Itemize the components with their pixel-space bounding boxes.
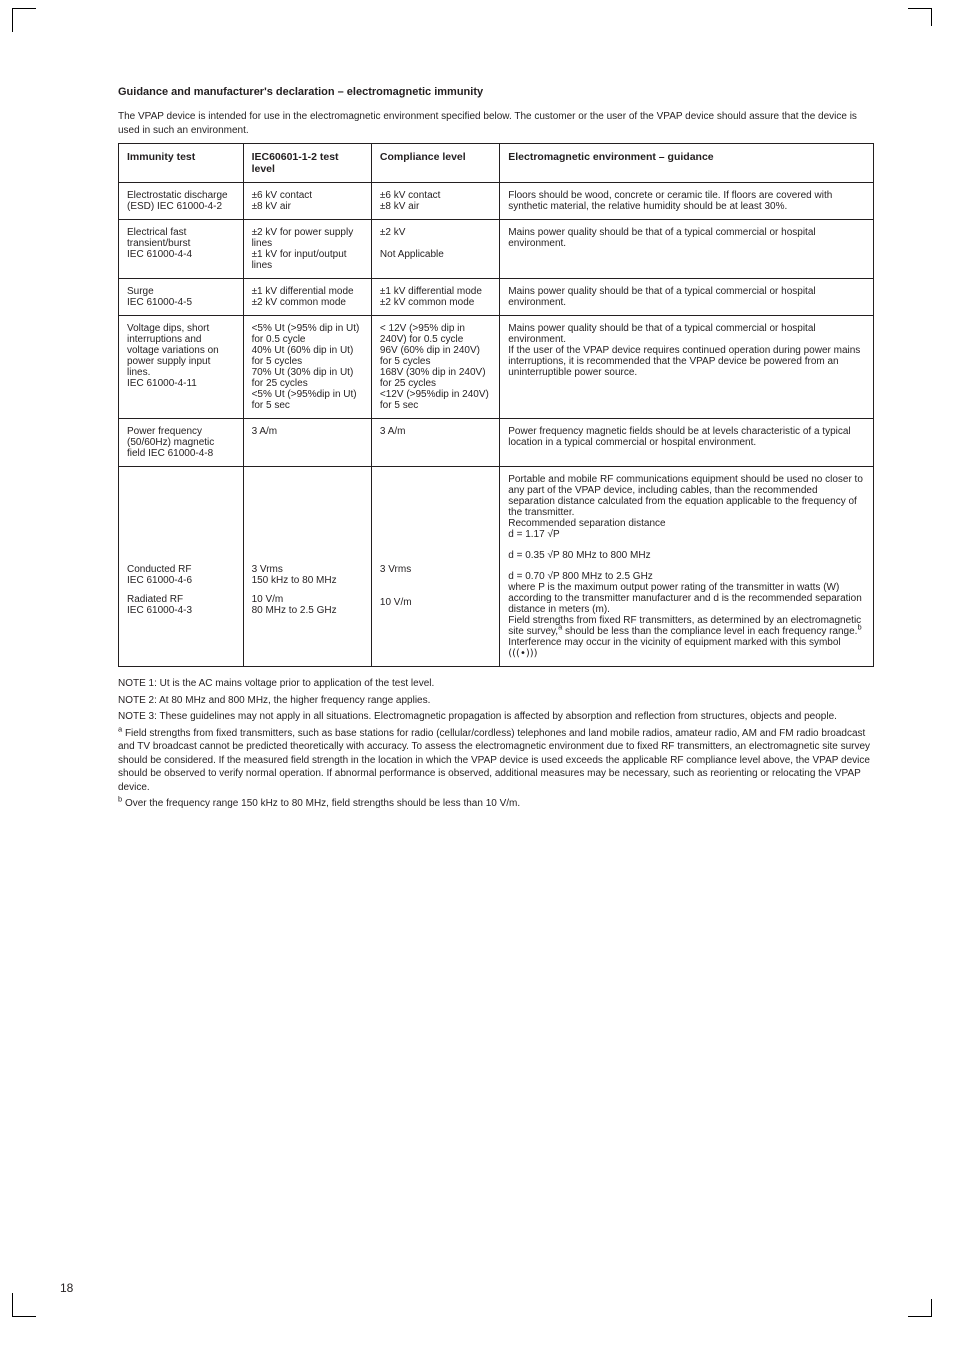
cell-test: Surge IEC 61000-4-5 [119,279,244,316]
note-3: NOTE 3: These guidelines may not apply i… [118,710,874,724]
table-row: Electrostatic discharge (ESD) IEC 61000-… [119,183,874,220]
crop-mark-bl [12,1293,36,1317]
crop-mark-br [908,1299,932,1317]
th-compliance: Compliance level [371,144,499,183]
conducted-rf-label: Conducted RF IEC 61000-4-6 [127,564,235,586]
rf-bot-text2: should be less than the compliance level… [562,626,857,637]
rf-guidance-top: Portable and mobile RF communications eq… [508,474,865,540]
crop-mark-tr [908,8,932,26]
cell-compliance: < 12V (>95% dip in 240V) for 0.5 cycle 9… [371,316,499,419]
radiated-rf-label: Radiated RF IEC 61000-4-3 [127,594,235,616]
cell-level: 3 A/m [243,419,371,467]
cell-guidance: Mains power quality should be that of a … [500,316,874,419]
footnote-b: b Over the frequency range 150 kHz to 80… [118,797,874,811]
radiated-rf-compliance: 10 V/m [380,597,491,608]
cell-test: Power frequency (50/60Hz) magnetic field… [119,419,244,467]
cell-compliance: ±6 kV contact ±8 kV air [371,183,499,220]
rf-guidance-mid: d = 0.35 √P 80 MHz to 800 MHz [508,550,865,561]
th-environment: Electromagnetic environment – guidance [500,144,874,183]
cell-guidance: Floors should be wood, concrete or ceram… [500,183,874,220]
cell-compliance: ±1 kV differential mode ±2 kV common mod… [371,279,499,316]
th-test-level: IEC60601-1-2 test level [243,144,371,183]
cell-level: 3 Vrms 150 kHz to 80 MHz 10 V/m 80 MHz t… [243,467,371,667]
radiated-rf-level: 10 V/m 80 MHz to 2.5 GHz [252,594,363,616]
footnotes: NOTE 1: Ut is the AC mains voltage prior… [118,677,874,811]
th-immunity-test: Immunity test [119,144,244,183]
cell-compliance: 3 A/m [371,419,499,467]
cell-test: Electrical fast transient/burst IEC 6100… [119,220,244,279]
cell-guidance: Portable and mobile RF communications eq… [500,467,874,667]
table-row: Surge IEC 61000-4-5 ±1 kV differential m… [119,279,874,316]
conducted-rf-level: 3 Vrms 150 kHz to 80 MHz [252,564,363,586]
cell-compliance: 3 Vrms 10 V/m [371,467,499,667]
immunity-table: Immunity test IEC60601-1-2 test level Co… [118,143,874,667]
rf-bot-text3: Interference may occur in the vicinity o… [508,637,840,648]
cell-guidance: Mains power quality should be that of a … [500,279,874,316]
conducted-rf-compliance: 3 Vrms [380,564,491,575]
footnote-a-text: Field strengths from fixed transmitters,… [118,728,870,793]
cell-guidance: Mains power quality should be that of a … [500,220,874,279]
footnote-a: a Field strengths from fixed transmitter… [118,727,874,795]
rf-guidance-bottom: d = 0.70 √P 800 MHz to 2.5 GHz where P i… [508,571,865,659]
cell-guidance: Power frequency magnetic fields should b… [500,419,874,467]
table-row: Electrical fast transient/burst IEC 6100… [119,220,874,279]
table-row: Power frequency (50/60Hz) magnetic field… [119,419,874,467]
cell-test: Electrostatic discharge (ESD) IEC 61000-… [119,183,244,220]
table-header-row: Immunity test IEC60601-1-2 test level Co… [119,144,874,183]
intro-text: The VPAP device is intended for use in t… [118,110,874,137]
rf-interference-icon: (((•))) [508,648,537,659]
crop-mark-tl [12,8,36,32]
page-content: Guidance and manufacturer's declaration … [0,0,954,844]
cell-compliance: ±2 kV Not Applicable [371,220,499,279]
cell-test: Voltage dips, short interruptions and vo… [119,316,244,419]
sup-b: b [857,623,861,632]
cell-level: ±6 kV contact ±8 kV air [243,183,371,220]
page-number: 18 [60,1281,73,1295]
cell-test: Conducted RF IEC 61000-4-6 Radiated RF I… [119,467,244,667]
note-1: NOTE 1: Ut is the AC mains voltage prior… [118,677,874,691]
note-2: NOTE 2: At 80 MHz and 800 MHz, the highe… [118,694,874,708]
table-row: Voltage dips, short interruptions and vo… [119,316,874,419]
cell-level: ±1 kV differential mode ±2 kV common mod… [243,279,371,316]
cell-level: <5% Ut (>95% dip in Ut) for 0.5 cycle 40… [243,316,371,419]
footnote-b-text: Over the frequency range 150 kHz to 80 M… [122,798,520,809]
section-title: Guidance and manufacturer's declaration … [118,86,874,98]
table-row: Conducted RF IEC 61000-4-6 Radiated RF I… [119,467,874,667]
cell-level: ±2 kV for power supply lines ±1 kV for i… [243,220,371,279]
